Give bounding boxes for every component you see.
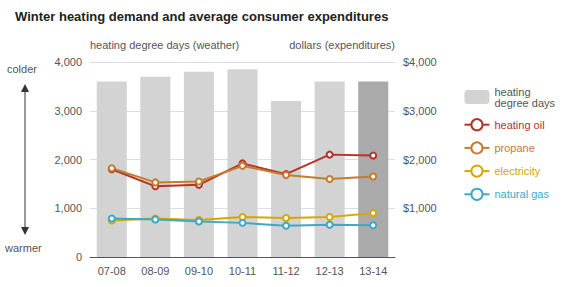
svg-text:08-09: 08-09 [141,265,169,277]
svg-text:dollars (expenditures): dollars (expenditures) [289,39,395,51]
svg-text:13-14: 13-14 [359,265,387,277]
svg-text:electricity: electricity [494,165,540,177]
svg-text:heating degree days (weather): heating degree days (weather) [90,39,239,51]
svg-text:1,000: 1,000 [54,202,82,214]
svg-text:warmer: warmer [4,242,42,254]
svg-text:3,000: 3,000 [54,105,82,117]
svg-text:10-11: 10-11 [229,265,256,277]
svg-text:heating oil: heating oil [494,119,544,131]
svg-text:$3,000: $3,000 [403,105,437,117]
svg-text:09-10: 09-10 [185,265,213,277]
svg-text:Winter heating demand and aver: Winter heating demand and average consum… [15,9,388,24]
svg-text:07-08: 07-08 [98,265,126,277]
svg-text:2,000: 2,000 [54,154,82,166]
svg-text:12-13: 12-13 [316,265,344,277]
svg-text:propane: propane [494,142,534,154]
svg-text:$2,000: $2,000 [403,154,437,166]
svg-text:heating: heating [494,85,531,98]
svg-text:$4,000: $4,000 [403,56,437,68]
svg-text:degree days: degree days [494,97,555,109]
svg-text:$1,000: $1,000 [403,202,437,214]
svg-text:colder: colder [7,63,37,75]
svg-text:11-12: 11-12 [272,265,299,277]
svg-text:0: 0 [76,251,82,263]
svg-text:4,000: 4,000 [54,56,82,68]
svg-text:natural gas: natural gas [494,188,549,200]
